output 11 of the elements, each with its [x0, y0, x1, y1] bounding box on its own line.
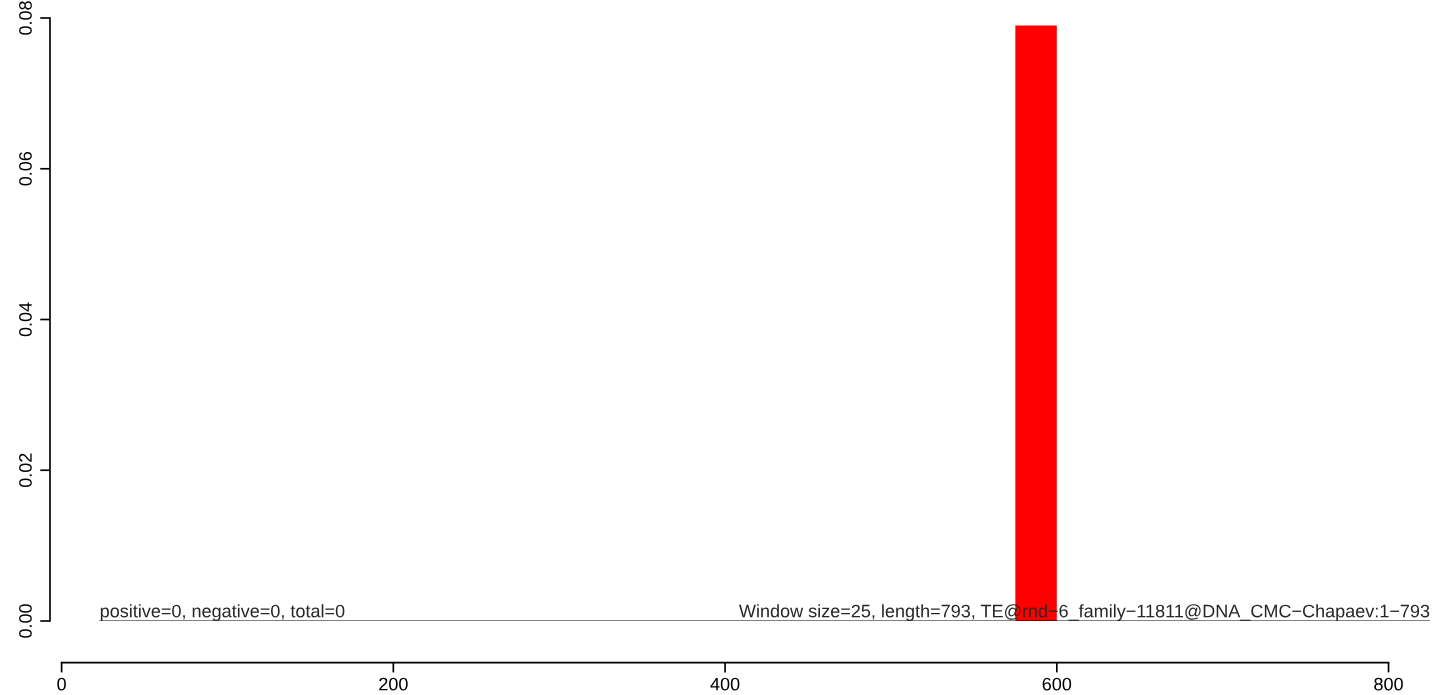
- x-tick-label: 600: [1042, 677, 1072, 691]
- x-tick-label: 200: [379, 677, 408, 691]
- y-tick-label: 0.00: [19, 604, 32, 638]
- y-tick-label: 0.06: [19, 151, 32, 186]
- x-tick-label: 0: [57, 677, 66, 691]
- x-tick-label: 800: [1374, 677, 1403, 691]
- y-tick-label: 0.02: [19, 453, 32, 488]
- x-tick-label: 400: [710, 677, 740, 691]
- y-tick-label: 0.08: [19, 1, 32, 35]
- y-tick-label: 0.04: [19, 302, 32, 337]
- annotation: positive=0, negative=0, total=0: [100, 604, 345, 621]
